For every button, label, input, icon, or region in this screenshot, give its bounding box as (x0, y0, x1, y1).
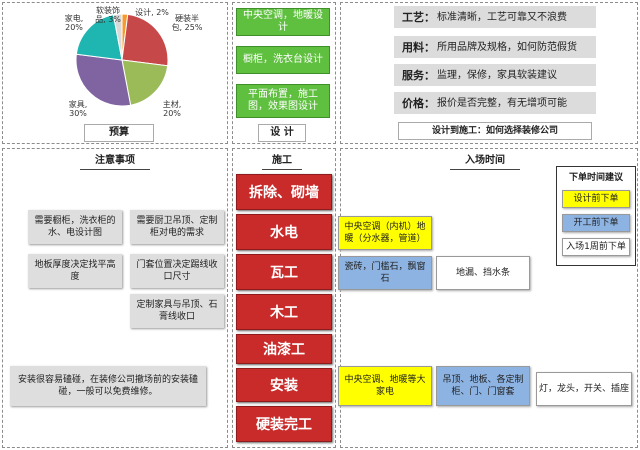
entry-panel (340, 148, 638, 448)
legend-week-before-entry: 入场1周前下单 (562, 238, 630, 256)
choose-text-materials: 所用品牌及规格，如何防范假货 (437, 41, 577, 53)
note-custom-furniture: 定制家具与吊顶、石膏线收口 (130, 294, 224, 328)
slice-appliances (75, 14, 123, 61)
choose-item-price: 价格： 报价是否完整，有无增项可能 (394, 92, 596, 114)
choose-caption: 设计到施工：如何选择装修公司 (398, 122, 592, 140)
step-painting: 油漆工 (236, 334, 332, 364)
legend-before-design: 设计前下单 (562, 190, 630, 208)
design-panel (232, 2, 336, 144)
entry-lights-fixtures: 灯，龙头，开关、插座 (536, 372, 632, 406)
note-cabinet-drawings: 需要橱柜，洗衣柜的水、电设计图 (28, 210, 122, 244)
note-floor-thickness: 地板厚度决定找平高度 (28, 254, 122, 288)
step-completion: 硬装完工 (236, 406, 332, 442)
budget-caption: 预算 (84, 124, 154, 142)
pie-label-hard: 硬装半 包, 25% (171, 14, 203, 32)
entry-hvac-floor-heating: 中央空调（内机）地暖（分水器，管道） (338, 216, 432, 250)
entry-tiles-stone: 瓷砖，门槛石，飘窗石 (338, 256, 432, 290)
choose-panel (340, 2, 638, 144)
pie-label-furniture: 家具, 30% (68, 100, 88, 118)
design-caption: 设 计 (258, 124, 306, 142)
pie-label-decor: 软装饰 品, 3% (95, 6, 121, 24)
step-carpentry: 木工 (236, 294, 332, 330)
legend-before-start: 开工前下单 (562, 214, 630, 232)
design-cabinet-laundry: 橱柜，洗衣台设计 (236, 46, 330, 74)
design-layout-drawings: 平面布置，施工图，效果图设计 (236, 84, 330, 118)
note-install-damage: 安装很容易磕碰，在装修公司撤场前的安装磕碰，一般可以免费维修。 (10, 366, 206, 406)
construction-panel (232, 148, 336, 448)
budget-pie-chart (75, 13, 169, 107)
slice-soft-decor (112, 13, 123, 61)
legend-title: 下单时间建议 (568, 173, 623, 183)
step-demolition: 拆除、砌墙 (236, 174, 332, 210)
choose-item-materials: 用料： 所用品牌及规格，如何防范假货 (394, 36, 596, 58)
pie-label-materials: 主材, 20% (162, 100, 182, 118)
choose-text-service: 监理，保修，家具软装建议 (437, 69, 557, 81)
step-installation: 安装 (236, 368, 332, 402)
choose-item-craft: 工艺： 标准清晰，工艺可靠又不浪费 (394, 6, 596, 28)
choose-key-craft: 工艺： (402, 10, 435, 24)
pie-label-design: 设计, 2% (135, 8, 169, 17)
pie-label-appliances: 家电, 20% (64, 14, 84, 32)
choose-key-price: 价格： (402, 96, 435, 110)
slice-main-materials (121, 59, 169, 106)
slice-hard-renovation (121, 13, 169, 67)
notes-panel (2, 148, 228, 448)
choose-text-craft: 标准清晰，工艺可靠又不浪费 (437, 11, 567, 23)
step-plumbing-electric: 水电 (236, 214, 332, 250)
notes-caption: 注意事项 (80, 153, 150, 170)
choose-item-service: 服务： 监理，保修，家具软装建议 (394, 64, 596, 86)
budget-panel (2, 2, 228, 144)
entry-ceiling-floor-cabinets: 吊顶、地板、各定制柜、门、门窗套 (436, 366, 530, 406)
construction-caption: 施工 (262, 153, 302, 170)
entry-drain-strip: 地漏、挡水条 (436, 256, 530, 290)
step-tiling: 瓦工 (236, 254, 332, 290)
slice-furniture (75, 53, 132, 107)
note-ceiling-power: 需要厨卫吊顶、定制柜对电的需求 (130, 210, 224, 244)
choose-text-price: 报价是否完整，有无增项可能 (437, 97, 567, 109)
entry-caption: 入场时间 (450, 153, 520, 170)
note-door-frame: 门套位置决定踢线收口尺寸 (130, 254, 224, 288)
choose-key-materials: 用料： (402, 40, 435, 54)
entry-large-appliances: 中央空调、地暖等大家电 (338, 366, 432, 406)
design-hvac-floor-heating: 中央空调，地暖设计 (236, 8, 330, 36)
choose-key-service: 服务： (402, 68, 435, 82)
